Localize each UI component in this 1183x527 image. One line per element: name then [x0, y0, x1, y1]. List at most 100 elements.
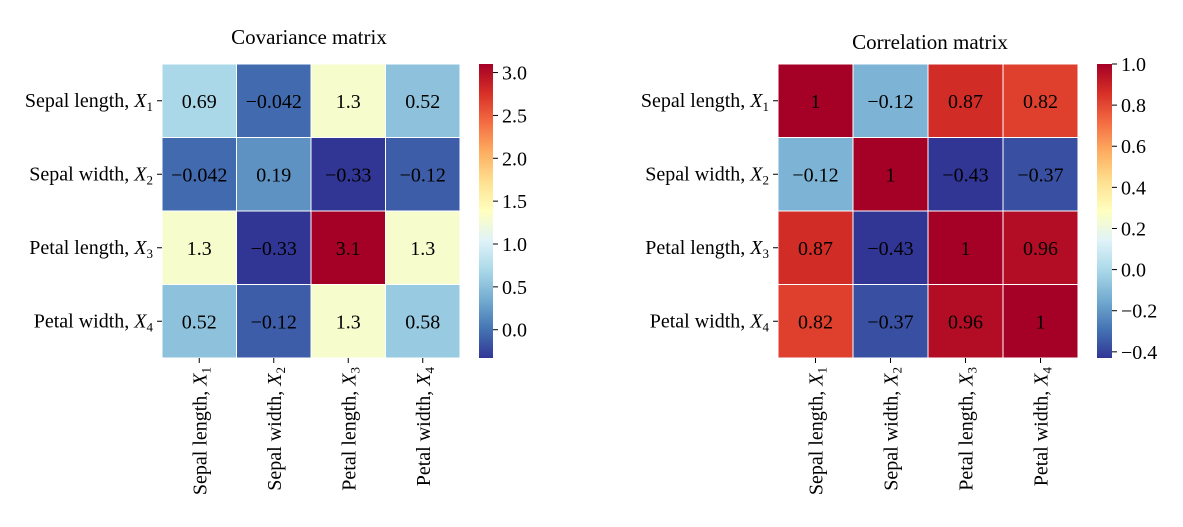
colorbar-gradient [479, 64, 493, 358]
heatmap-cell [927, 137, 1004, 212]
row-label: Sepal width, X2 [645, 163, 769, 187]
heatmap-cell [385, 137, 461, 212]
col-label: Petal width, X4 [1031, 367, 1055, 487]
colorbar-tick-label: 0.0 [502, 320, 527, 342]
heatmap-cell [852, 137, 929, 212]
colorbar-tick-label: 1.5 [502, 191, 527, 213]
cell-value-label: −0.12 [251, 311, 297, 333]
col-label: Sepal length, X1 [189, 367, 213, 495]
cell-value-label: −0.37 [1017, 164, 1063, 186]
col-label-group: Sepal width, X2 [264, 367, 288, 491]
row-label: Petal width, X4 [34, 310, 154, 334]
col-label: Petal length, X3 [338, 367, 362, 491]
heatmap-cell [927, 284, 1004, 359]
cell-value-label: 1.3 [187, 238, 212, 260]
heatmap-cell [852, 210, 929, 285]
cell-value-label: 0.87 [948, 91, 983, 113]
colorbar-tick-label: 0.2 [1121, 218, 1146, 240]
cell-value-label: −0.12 [792, 164, 838, 186]
row-label: Petal length, X3 [29, 237, 153, 261]
col-label: Sepal width, X2 [264, 367, 288, 491]
cell-value-label: 1.3 [336, 91, 361, 113]
cell-value-label: −0.37 [867, 311, 913, 333]
cell-value-label: 1.3 [336, 311, 361, 333]
row-label: Petal length, X3 [645, 237, 769, 261]
cell-value-label: 0.82 [798, 311, 833, 333]
colorbar-tick-label: 1.0 [502, 234, 527, 256]
cell-value-label: 0.52 [182, 311, 217, 333]
heatmap-cell [236, 284, 312, 359]
cell-value-label: 0.19 [256, 164, 291, 186]
col-label-group: Petal width, X4 [1031, 367, 1055, 487]
heatmap-cell [236, 210, 312, 285]
covariance-title: Covariance matrix [231, 25, 387, 49]
colorbar-tick-label: −0.4 [1121, 342, 1157, 364]
row-label: Sepal length, X1 [25, 90, 153, 114]
col-label-group: Petal length, X3 [338, 367, 362, 491]
covariance-cell-labels: 0.69 −0.042 1.3 0.52 −0.042 0.19 −0.33 −0.12 1.3… [171, 91, 446, 334]
correlation-cell-labels: 1 −0.12 0.87 0.82 −0.12 1 −0.43 −0.37 0.87 −0.43 1… [792, 91, 1063, 334]
col-label: Sepal width, X2 [881, 367, 905, 491]
col-label-group: Sepal length, X1 [189, 367, 213, 495]
cell-value-label: 1 [961, 238, 971, 260]
row-label: Petal width, X4 [650, 310, 770, 334]
cell-value-label: 0.96 [948, 311, 983, 333]
heatmap-cell [1002, 137, 1079, 212]
correlation-title: Correlation matrix [852, 30, 1008, 54]
cell-value-label: −0.43 [942, 164, 988, 186]
heatmap-cell [777, 210, 854, 285]
colorbar-tick-label: 0.4 [1121, 177, 1146, 199]
col-label-group: Petal length, X3 [956, 367, 980, 491]
heatmap-cell [1002, 210, 1079, 285]
heatmap-cell [161, 284, 237, 359]
correlation-col-labels: Sepal length, X1 Sepal width, X2 Petal len… [806, 358, 1055, 495]
cell-value-label: 1 [811, 91, 821, 113]
covariance-heatmap: Covariance matrix 0.69 −0.042 1.3 0.52 −0.04… [25, 25, 527, 495]
col-label: Sepal length, X1 [806, 367, 830, 495]
colorbar-tick-label: 3.0 [502, 63, 527, 85]
heatmap-cell [777, 284, 854, 359]
col-label-group: Petal width, X4 [413, 367, 437, 487]
cell-value-label: −0.33 [325, 164, 371, 186]
colorbar-tick-label: −0.2 [1121, 301, 1157, 323]
cell-value-label: −0.43 [867, 238, 913, 260]
heatmap-cell [236, 137, 312, 212]
cell-value-label: 0.58 [405, 311, 440, 333]
colorbar-tick-label: 2.5 [502, 105, 527, 127]
heatmap-cell [385, 284, 461, 359]
covariance-row-labels: Sepal length, X1 Sepal width, X2 Petal len… [25, 90, 162, 334]
colorbar-tick-label: 2.0 [502, 148, 527, 170]
cell-value-label: 0.69 [182, 91, 217, 113]
covariance-cells [161, 63, 461, 359]
cell-value-label: −0.33 [251, 238, 297, 260]
row-label: Sepal length, X1 [641, 90, 769, 114]
heatmap-cell [310, 63, 386, 138]
heatmap-cell [161, 137, 237, 212]
col-label: Petal width, X4 [413, 367, 437, 487]
covariance-colorbar: 0.0 0.5 1.0 1.5 2.0 2.5 3.0 [479, 63, 527, 358]
covariance-col-labels: Sepal length, X1 Sepal width, X2 Petal len… [189, 358, 437, 495]
row-label: Sepal width, X2 [29, 163, 153, 187]
col-label-group: Sepal width, X2 [881, 367, 905, 491]
cell-value-label: 1 [886, 164, 896, 186]
cell-value-label: 1 [1036, 311, 1046, 333]
col-label: Petal length, X3 [956, 367, 980, 491]
colorbar-gradient [1097, 64, 1112, 358]
heatmap-cell [385, 63, 461, 138]
col-label-group: Sepal length, X1 [806, 367, 830, 495]
colorbar-tick-label: 0.0 [1121, 260, 1146, 282]
colorbar-tick-label: 0.6 [1121, 136, 1146, 158]
colorbar-tick-label: 0.5 [502, 277, 527, 299]
cell-value-label: 0.87 [798, 238, 833, 260]
correlation-cells [777, 63, 1079, 359]
cell-value-label: 0.82 [1023, 91, 1058, 113]
cell-value-label: −0.042 [171, 164, 227, 186]
heatmap-cell [236, 63, 312, 138]
cell-value-label: 3.1 [336, 238, 361, 260]
colorbar-tick-label: 1.0 [1121, 54, 1146, 76]
correlation-heatmap: Correlation matrix 1 −0.12 0.87 0.82 −0.12 1 −… [641, 30, 1157, 495]
cell-value-label: −0.12 [400, 164, 446, 186]
cell-value-label: 1.3 [410, 238, 435, 260]
correlation-colorbar: −0.4 −0.2 0.0 0.2 0.4 0.6 0.8 1.0 [1097, 54, 1157, 364]
